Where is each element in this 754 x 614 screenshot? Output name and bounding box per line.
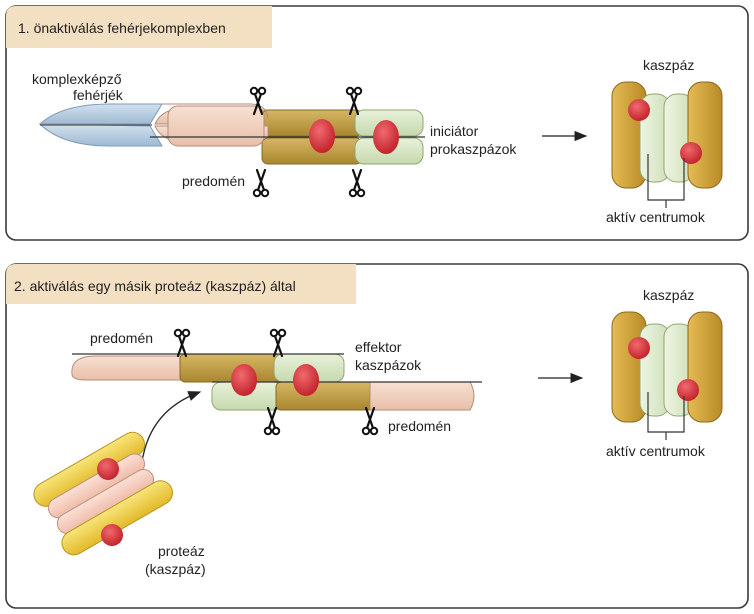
label-complex-proteins-1: komplexképző	[32, 71, 122, 87]
panel-2-frame	[5, 263, 749, 609]
label-initiator-2: prokaszpázok	[430, 141, 517, 157]
label-predomain: predomén	[182, 173, 245, 189]
label-predomain-top: predomén	[90, 330, 153, 346]
complex-forming-proteins	[38, 103, 163, 147]
label-effector-2: kaszpázok	[355, 357, 422, 373]
label-effector-1: effektor	[355, 339, 402, 355]
label-predomain-bottom: predomén	[388, 418, 451, 434]
curved-arrow-icon	[141, 391, 202, 463]
label-caspase-1: kaszpáz	[643, 57, 694, 73]
label-protease-2: (kaszpáz)	[145, 561, 206, 577]
active-site-3	[231, 364, 257, 396]
label-active-centers-1: aktív centrumok	[606, 209, 706, 225]
label-initiator-1: iniciátor	[430, 123, 479, 139]
active-caspase-2	[611, 311, 723, 423]
active-site-6	[101, 524, 123, 546]
active-site-4	[293, 364, 319, 396]
active-caspase-1	[611, 81, 723, 189]
panel-2-header-bg	[6, 264, 356, 304]
predomain-1	[167, 105, 265, 147]
panel-1: 1. önaktiválás fehérjekomplexben komplex…	[5, 5, 749, 241]
label-caspase-2: kaszpáz	[643, 287, 694, 303]
protease-caspase	[33, 431, 173, 556]
label-complex-proteins-2: fehérjék	[73, 87, 124, 103]
panel-2: 2. aktiválás egy másik proteáz (kaszpáz)…	[5, 263, 749, 609]
label-active-centers-2: aktív centrumok	[606, 443, 706, 459]
panel-1-header: 1. önaktiválás fehérjekomplexben	[18, 20, 226, 36]
label-protease-1: proteáz	[158, 543, 205, 559]
panel-1-header-bg	[6, 6, 272, 48]
active-site-5	[97, 458, 119, 480]
active-site-1	[309, 119, 335, 153]
panel-2-header: 2. aktiválás egy másik proteáz (kaszpáz)…	[14, 278, 296, 294]
active-site-2	[373, 120, 399, 154]
